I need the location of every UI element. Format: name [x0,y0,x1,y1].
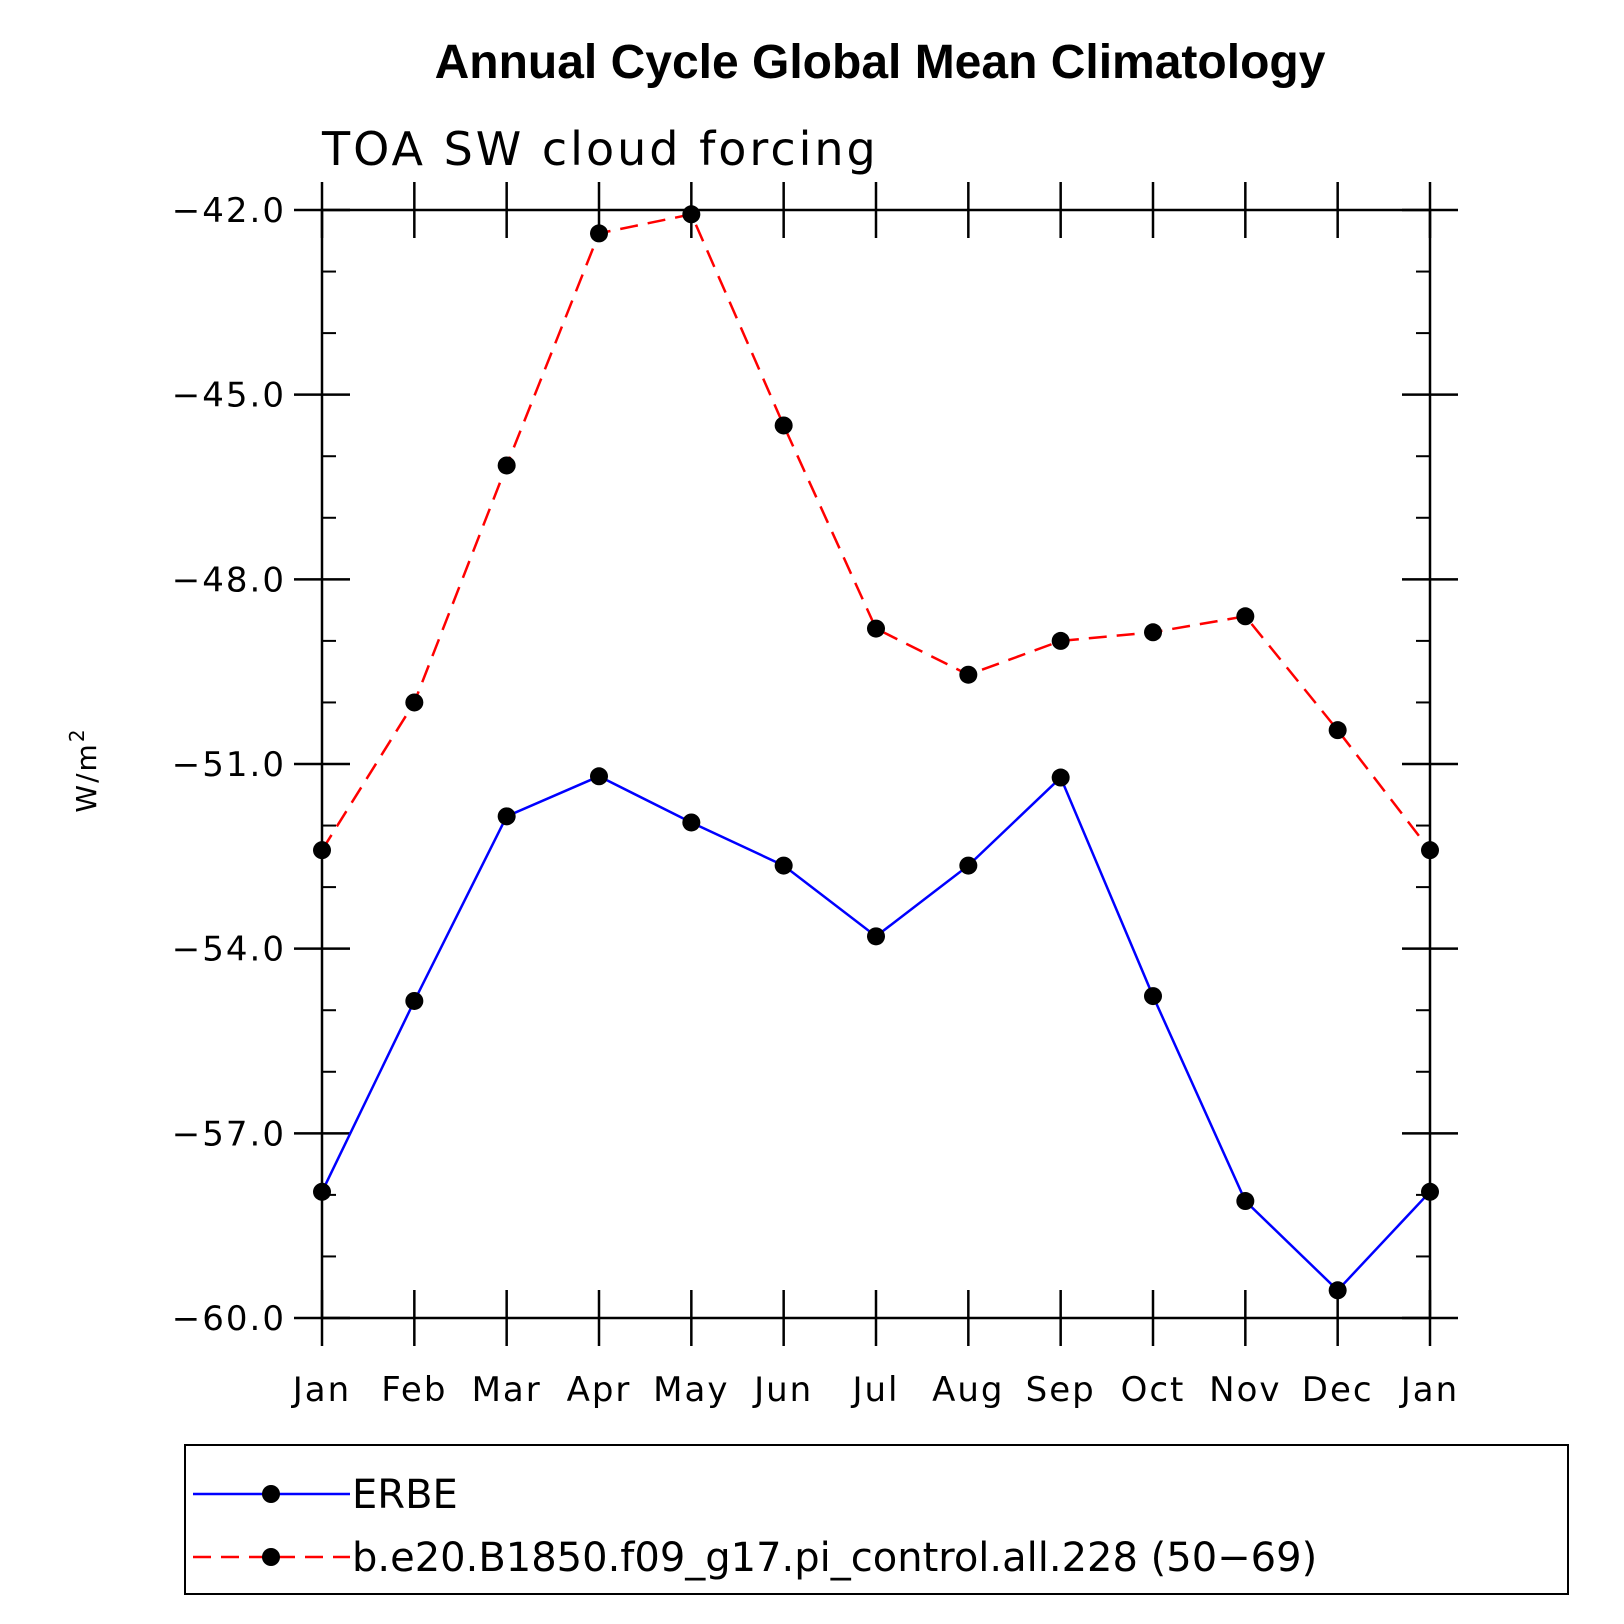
data-point [1144,623,1162,642]
plot-series [313,205,1439,1300]
data-point [1328,1281,1347,1300]
y-tick-label: −48.0 [172,560,286,600]
chart-title: Annual Cycle Global Mean Climatology [435,36,1326,89]
data-point [1051,631,1070,650]
x-tick-label: Jun [752,1370,813,1410]
x-tick-labels: Jan Feb Mar Apr May Jun Jul Aug Sep Oct Nov Dec Jan [291,1370,1459,1410]
series-1 [313,767,1439,1300]
data-point [590,767,608,786]
x-tick-label: Sep [1026,1370,1096,1410]
plot-frame [320,208,1432,1320]
data-point [774,416,793,435]
data-point [867,927,885,946]
data-point [959,665,978,684]
x-tick-label: Aug [932,1370,1004,1410]
svg-text:W/m2: W/m2 [65,727,103,812]
data-point [497,456,516,475]
legend-label: ERBE [352,1472,458,1518]
data-point [1328,721,1347,740]
legend: ERBE b.e20.B1850.f09_g17.pi_control.all.2… [184,1444,1569,1595]
x-tick-label: May [653,1370,729,1410]
y-axis-label-superscript: 2 [65,727,89,742]
series-line [320,774,1431,1293]
legend-label: b.e20.B1850.f09_g17.pi_control.all.228 (… [352,1535,1317,1581]
x-tick-label: Jul [850,1370,899,1410]
data-point [774,856,793,875]
y-tick-label: −54.0 [172,930,286,970]
y-tick-label: −51.0 [172,745,286,785]
x-tick-label: Oct [1121,1370,1186,1410]
data-point [1051,768,1070,787]
legend-box [184,1444,1569,1595]
x-tick-label: Apr [567,1370,632,1410]
data-point [682,205,701,224]
chart-subtitle: TOA SW cloud forcing [321,122,879,176]
y-tick-labels: −42.0 −45.0 −48.0 −51.0 −54.0 −57.0 −60.0 [172,191,286,1339]
x-tick-label: Feb [381,1370,447,1410]
legend-marker [262,1485,280,1503]
data-point [1236,607,1255,626]
axis-ticks [294,182,1458,1346]
series-2 [313,205,1439,860]
x-tick-label: Nov [1209,1370,1281,1410]
legend-entry: ERBE [193,1472,458,1518]
y-tick-label: −57.0 [172,1114,286,1154]
data-point [959,856,978,875]
legend-marker [262,1548,280,1566]
data-point [590,224,608,243]
x-tick-label: Mar [472,1370,542,1410]
x-tick-label: Dec [1302,1370,1374,1410]
legend-entry: b.e20.B1850.f09_g17.pi_control.all.228 (… [193,1535,1317,1581]
data-point [405,693,424,712]
y-axis-label: W/m2 [65,727,103,812]
x-tick-label: Jan [1399,1370,1459,1410]
data-point [867,619,885,638]
data-point [682,813,701,832]
y-tick-label: −42.0 [172,191,286,231]
data-point [1144,987,1162,1006]
data-point [1236,1192,1255,1211]
data-point [497,807,516,826]
data-point [405,991,424,1010]
y-tick-label: −60.0 [172,1299,286,1339]
y-axis-label-text: W/m [70,742,103,812]
y-tick-label: −45.0 [172,376,286,416]
x-tick-label: Jan [291,1370,351,1410]
series-line [320,212,1431,851]
